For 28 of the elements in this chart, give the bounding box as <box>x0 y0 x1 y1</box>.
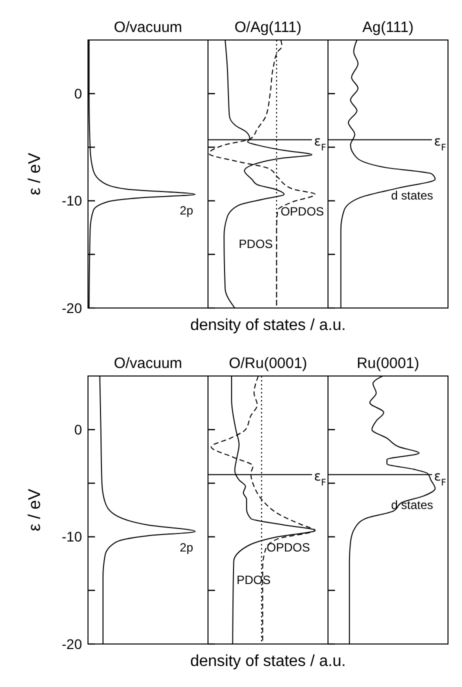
chart-title: O/Ru(0001) <box>228 355 308 372</box>
ref-line-label: ε$_{F}$ <box>314 470 326 489</box>
ref-line-label: ε$_{F}$ <box>434 134 446 154</box>
x-axis-title: density of states / a.u. <box>190 317 346 334</box>
y-axis-title: ε / eV <box>25 488 44 532</box>
annotation: PDOS <box>236 572 271 587</box>
ref-line-label: ε$_{F}$ <box>314 134 326 154</box>
y-tick-label: 0 <box>74 86 82 102</box>
chart-title: O/vacuum <box>114 355 182 372</box>
chart-title: O/Ag(111) <box>234 19 302 36</box>
annotation: d states <box>391 188 434 203</box>
y-axis-title: ε / eV <box>25 152 44 196</box>
chart-title: Ru(0001) <box>356 355 420 372</box>
annotation: d states <box>391 498 434 512</box>
chart-title: O/vacuum <box>114 19 182 36</box>
annotation: 2p <box>180 204 194 218</box>
chart-title: Ag(111) <box>362 19 414 36</box>
ref-line-label: ε$_{F}$ <box>434 470 446 489</box>
annotation: OPDOS <box>280 204 324 219</box>
annotation: 2p <box>180 540 194 555</box>
annotation: PDOS <box>238 236 273 251</box>
y-tick-label: 0 <box>74 422 82 438</box>
y-tick-label: -20 <box>62 636 82 652</box>
annotation: OPDOS <box>266 540 310 555</box>
x-axis-title: density of states / a.u. <box>190 653 346 670</box>
y-tick-label: -10 <box>62 528 82 545</box>
y-tick-label: -20 <box>62 300 82 316</box>
y-tick-label: -10 <box>62 192 82 209</box>
